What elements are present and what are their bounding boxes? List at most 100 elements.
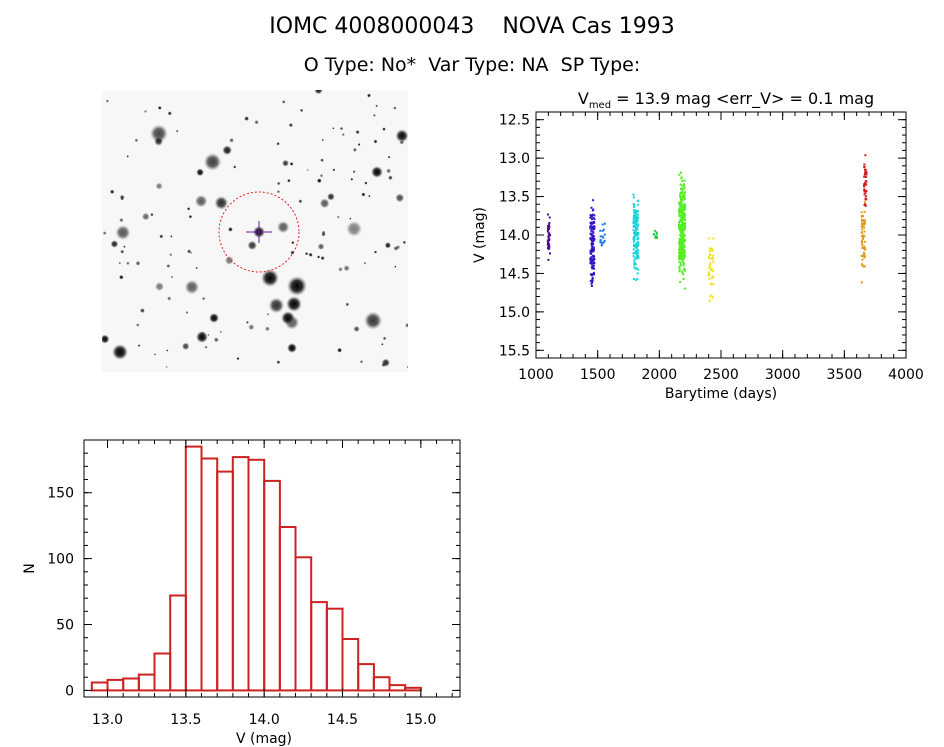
- data-point: [863, 252, 865, 254]
- data-point: [683, 191, 686, 194]
- data-point: [633, 214, 636, 217]
- data-point: [862, 235, 865, 238]
- data-point: [864, 171, 867, 174]
- data-point: [682, 214, 685, 217]
- data-point: [602, 228, 605, 231]
- data-point: [683, 255, 686, 257]
- star: [120, 249, 125, 254]
- histogram-bar: [169, 594, 187, 692]
- y-tick-label: 13.5: [499, 190, 530, 206]
- data-point: [633, 258, 636, 261]
- y-tick-label: 13.0: [499, 151, 530, 167]
- star: [209, 313, 219, 323]
- data-point: [548, 216, 551, 219]
- data-point: [681, 271, 684, 274]
- star: [154, 136, 163, 146]
- star: [123, 245, 126, 248]
- star: [300, 108, 304, 112]
- data-point: [682, 224, 685, 227]
- data-point: [683, 224, 686, 227]
- data-point: [678, 261, 681, 264]
- star: [281, 311, 295, 325]
- data-point: [632, 193, 635, 196]
- data-point: [680, 237, 683, 240]
- data-point: [547, 241, 550, 244]
- data-point: [591, 267, 594, 270]
- data-point: [680, 235, 683, 238]
- star: [196, 331, 208, 343]
- data-point: [680, 176, 683, 179]
- star: [352, 170, 356, 174]
- data-point: [635, 257, 638, 260]
- data-point: [681, 234, 684, 236]
- star: [394, 265, 397, 268]
- data-point: [637, 210, 639, 213]
- x-tick-label: 13.5: [170, 712, 201, 728]
- data-point: [547, 248, 550, 250]
- star: [373, 250, 378, 254]
- data-point: [683, 183, 685, 186]
- data-point: [712, 270, 715, 273]
- data-point: [636, 244, 639, 247]
- light-curve-title: Vmed = 13.9 mag <err_V> = 0.1 mag: [578, 89, 874, 111]
- data-point: [633, 263, 636, 266]
- data-point: [863, 230, 866, 233]
- data-point: [678, 244, 681, 247]
- data-point: [682, 247, 685, 250]
- histogram-bar: [200, 457, 219, 692]
- data-point: [591, 281, 594, 284]
- data-point: [634, 231, 637, 234]
- data-point: [654, 236, 657, 239]
- histogram-bar: [216, 470, 234, 692]
- data-point: [683, 234, 686, 237]
- data-point: [633, 217, 636, 220]
- data-point: [708, 247, 711, 250]
- data-point: [860, 255, 863, 257]
- data-point: [546, 239, 549, 242]
- data-point: [635, 221, 637, 224]
- data-point: [547, 231, 550, 234]
- data-series: [599, 222, 606, 247]
- star: [139, 308, 145, 314]
- chart-title: IOMC 4008000043 NOVA Cas 1993: [269, 14, 675, 39]
- y-tick-label: 14.5: [499, 266, 530, 282]
- data-point: [635, 246, 638, 249]
- data-point: [679, 256, 682, 259]
- data-point: [681, 195, 684, 198]
- histogram-bar: [231, 456, 250, 692]
- data-point: [592, 208, 595, 211]
- x-tick-label: 2500: [703, 367, 739, 383]
- star: [288, 123, 293, 128]
- y-tick-label: 15.5: [499, 343, 530, 359]
- data-point: [632, 248, 635, 251]
- data-point: [860, 263, 863, 266]
- data-point: [683, 203, 686, 206]
- star: [166, 349, 169, 352]
- data-point: [711, 258, 714, 261]
- histogram-bar: [153, 652, 172, 692]
- data-point: [637, 237, 640, 240]
- data-point: [634, 225, 637, 227]
- data-point: [632, 196, 635, 199]
- data-point: [683, 226, 686, 228]
- star: [167, 296, 172, 301]
- star: [149, 124, 168, 143]
- star: [350, 177, 354, 181]
- data-point: [863, 204, 866, 207]
- data-point: [865, 198, 868, 201]
- data-point: [632, 252, 635, 255]
- data-point: [633, 266, 636, 269]
- data-point: [678, 253, 681, 256]
- data-point: [593, 226, 596, 229]
- data-point: [635, 233, 638, 235]
- data-point: [637, 233, 640, 236]
- data-point: [682, 244, 685, 246]
- data-point: [589, 222, 592, 225]
- histogram-bar: [278, 526, 297, 692]
- data-point: [708, 250, 711, 253]
- star: [175, 129, 179, 133]
- data-point: [681, 245, 684, 248]
- data-point: [683, 214, 686, 217]
- star: [317, 255, 321, 259]
- data-point: [634, 251, 637, 254]
